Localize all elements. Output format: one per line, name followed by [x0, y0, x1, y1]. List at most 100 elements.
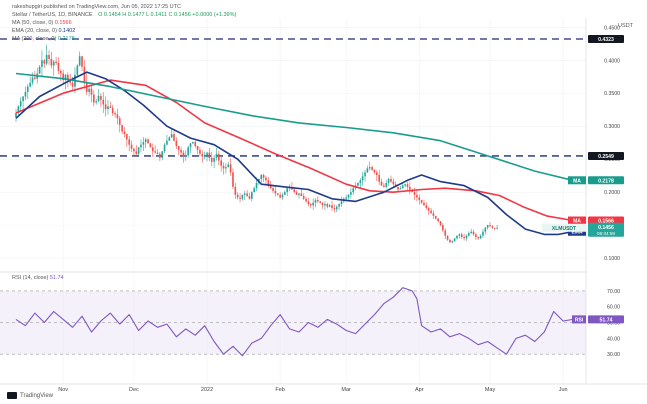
- y-tick-label: 0.3000: [604, 124, 620, 130]
- rsi-header-value: 51.74: [49, 275, 64, 281]
- candle: [390, 178, 392, 182]
- candle: [147, 139, 149, 144]
- candle: [253, 188, 256, 193]
- candle: [154, 151, 156, 153]
- candle: [255, 182, 258, 189]
- candle: [493, 227, 496, 229]
- candle: [293, 189, 296, 193]
- rsi-tag-label-bg: [572, 315, 586, 324]
- candle: [387, 178, 390, 183]
- candle: [281, 194, 284, 198]
- candle: [385, 182, 388, 187]
- rsi-tag-label: RSI: [575, 317, 584, 323]
- candle: [243, 193, 246, 195]
- candle: [482, 231, 484, 236]
- series-line-ma-200-: [15, 72, 573, 182]
- candle: [269, 185, 272, 189]
- candle: [92, 94, 95, 103]
- candle: [26, 86, 29, 92]
- candle: [309, 204, 312, 206]
- candle: [442, 225, 444, 231]
- rsi-header[interactable]: RSI (14, close) 51.74: [12, 275, 64, 281]
- y-tick-label: 0.2000: [604, 190, 620, 196]
- candle: [201, 153, 204, 157]
- rsi-y-tick-label: 50.00: [607, 321, 620, 327]
- candle: [368, 167, 371, 169]
- candle: [375, 172, 378, 176]
- candle: [373, 169, 376, 173]
- x-tick-label: Feb: [275, 387, 284, 393]
- candle: [45, 54, 48, 64]
- x-tick-label: 2022: [201, 387, 213, 393]
- rsi-panel: [0, 287, 586, 357]
- candle: [144, 139, 147, 143]
- candle: [111, 107, 114, 114]
- candle: [71, 82, 74, 87]
- candle: [324, 204, 326, 206]
- candle: [401, 185, 404, 189]
- candle: [114, 113, 116, 115]
- candle: [453, 238, 456, 241]
- candle: [175, 140, 178, 146]
- series-value-tag-bg: [588, 216, 624, 225]
- series-label: EMA: [571, 230, 583, 236]
- candle: [109, 106, 112, 108]
- candle: [484, 227, 487, 232]
- price-tag-countdown: 06:34:59: [597, 231, 615, 236]
- candle: [430, 210, 432, 214]
- candle: [406, 184, 409, 187]
- tradingview-logo-icon: [7, 392, 17, 399]
- candle: [236, 194, 239, 198]
- candle: [286, 188, 289, 193]
- candle: [380, 181, 383, 186]
- candle: [328, 205, 331, 207]
- y-tick-label: 0.3500: [604, 91, 620, 97]
- candle: [208, 152, 211, 158]
- series-label: MA: [573, 219, 581, 225]
- candle: [472, 231, 475, 235]
- candle: [409, 186, 411, 190]
- indicator-ema20[interactable]: EMA (20, close, 0) 0.1402: [12, 28, 75, 34]
- candle: [180, 149, 182, 153]
- candle: [43, 60, 46, 64]
- candle: [347, 194, 350, 198]
- candle: [151, 147, 154, 152]
- indicator-ma200-value: 0.2178: [57, 36, 75, 42]
- indicator-ma50[interactable]: MA (50, close, 0) 0.1566: [12, 20, 72, 26]
- candle: [76, 65, 79, 75]
- series-line-ma-50-: [15, 79, 573, 222]
- x-tick-label: May: [485, 387, 496, 393]
- candle: [227, 164, 230, 168]
- candle: [95, 101, 98, 103]
- candle: [267, 180, 270, 186]
- candle: [392, 181, 395, 185]
- level-tag: 0.4323: [598, 37, 614, 43]
- tradingview-brand[interactable]: TradingView: [7, 392, 53, 399]
- tradingview-label: TradingView: [20, 392, 54, 399]
- candle: [118, 118, 121, 125]
- indicator-ema20-value: 0.1402: [58, 28, 76, 34]
- indicator-ma200[interactable]: MA (200, close, 0) 0.2178: [12, 36, 75, 42]
- y-tick-label: 0.2500: [604, 157, 620, 163]
- candle: [194, 142, 197, 146]
- indicator-ma50-value: 0.1566: [54, 20, 72, 26]
- candle: [300, 193, 303, 197]
- price-tag-bg: [542, 223, 586, 232]
- candle: [248, 196, 251, 199]
- x-tick-label: Dec: [129, 387, 139, 393]
- candle: [215, 153, 218, 158]
- candle: [404, 184, 406, 186]
- candle: [19, 101, 22, 107]
- candle: [284, 192, 286, 195]
- candle: [432, 213, 435, 216]
- level-tag-bg: [588, 34, 624, 43]
- x-tick-label: Nov: [58, 387, 68, 393]
- candle: [29, 82, 31, 87]
- candle: [62, 73, 64, 81]
- candle: [463, 237, 465, 239]
- candle: [420, 200, 423, 203]
- candle: [312, 202, 314, 206]
- candle: [130, 144, 133, 149]
